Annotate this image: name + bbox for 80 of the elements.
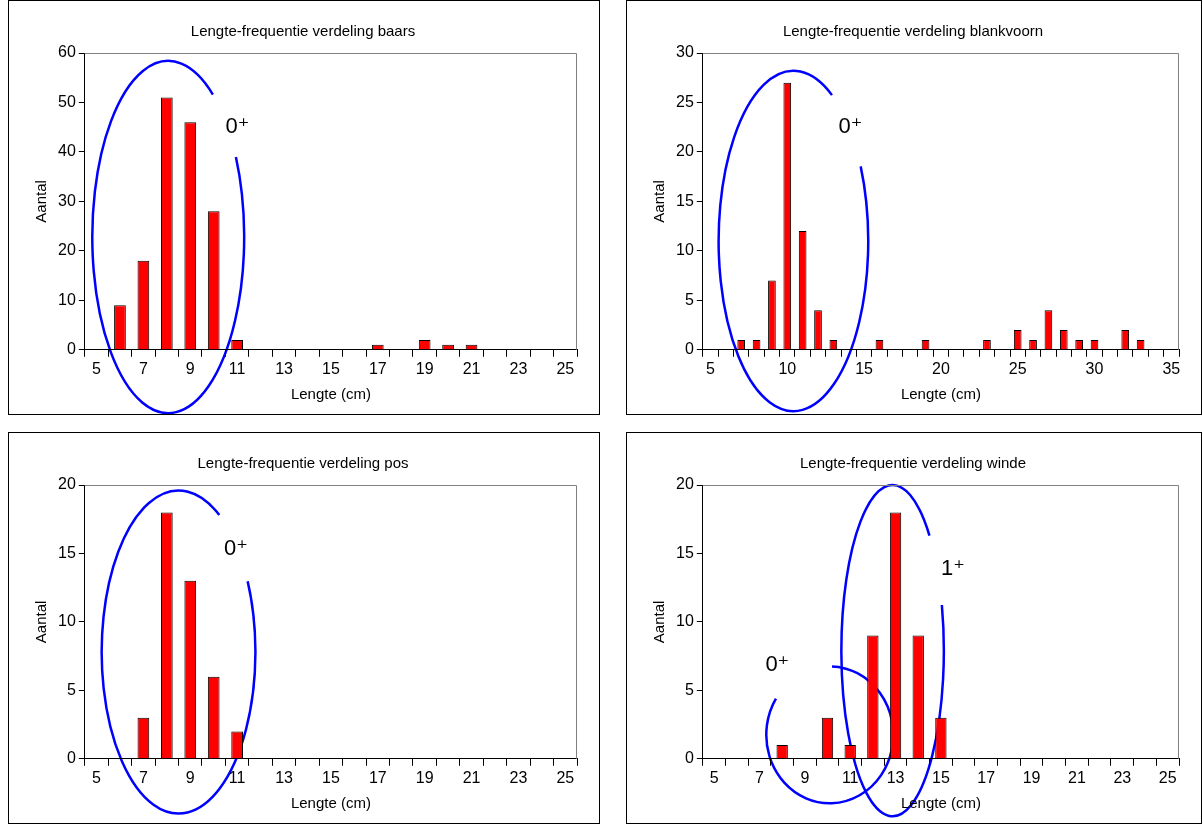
chart-title: Lengte-frequentie verdeling pos bbox=[197, 454, 409, 472]
y-tick-label: 15 bbox=[676, 543, 694, 561]
x-tick-label: 5 bbox=[709, 768, 719, 786]
x-axis-title: Lengte (cm) bbox=[900, 385, 981, 403]
y-tick-label: 10 bbox=[58, 612, 76, 630]
y-tick-label: 60 bbox=[58, 43, 76, 61]
x-tick-label: 25 bbox=[556, 359, 575, 377]
y-tick-label: 30 bbox=[58, 191, 76, 209]
x-tick-label: 15 bbox=[855, 359, 874, 377]
x-tick-label: 23 bbox=[509, 768, 528, 786]
y-tick-label: 10 bbox=[676, 241, 694, 259]
x-tick-label: 15 bbox=[322, 359, 340, 377]
y-tick-label: 20 bbox=[58, 475, 76, 493]
x-tick-label: 23 bbox=[509, 359, 528, 377]
x-tick-label: 20 bbox=[932, 359, 950, 377]
x-tick-label: 11 bbox=[228, 359, 246, 377]
chart-title: Lengte-frequentie verdeling winde bbox=[800, 454, 1026, 472]
x-tick-label: 10 bbox=[778, 359, 797, 377]
x-tick-label: 5 bbox=[92, 359, 102, 377]
x-tick-label: 19 bbox=[415, 359, 434, 377]
x-tick-label: 17 bbox=[368, 768, 387, 786]
x-axis-title: Lengte (cm) bbox=[290, 385, 371, 403]
x-tick-label: 30 bbox=[1085, 359, 1104, 377]
annotation: 1⁺ bbox=[940, 554, 965, 580]
y-tick-label: 20 bbox=[676, 142, 694, 160]
x-tick-label: 7 bbox=[755, 768, 765, 786]
x-tick-label: 13 bbox=[275, 359, 294, 377]
annotation: 0⁺ bbox=[225, 112, 250, 138]
x-tick-label: 5 bbox=[92, 768, 102, 786]
chart-title: Lengte-frequentie verdeling blankvoorn bbox=[782, 22, 1044, 40]
x-tick-label: 17 bbox=[368, 359, 387, 377]
x-tick-label: 19 bbox=[1022, 768, 1041, 786]
y-tick-label: 5 bbox=[684, 680, 694, 698]
y-tick-label: 0 bbox=[684, 340, 694, 358]
x-tick-label: 7 bbox=[138, 768, 148, 786]
x-tick-label: 15 bbox=[932, 768, 950, 786]
x-tick-label: 21 bbox=[462, 768, 481, 786]
x-tick-label: 23 bbox=[1113, 768, 1132, 786]
y-axis-title: Aantal bbox=[32, 600, 50, 644]
y-tick-label: 20 bbox=[676, 475, 694, 493]
x-tick-label: 11 bbox=[228, 768, 246, 786]
x-tick-label: 15 bbox=[322, 768, 340, 786]
annotation: 0⁺ bbox=[224, 535, 248, 561]
y-tick-label: 25 bbox=[676, 92, 694, 110]
annotation: 0⁺ bbox=[765, 650, 790, 676]
chart-title: Lengte-frequentie verdeling baars bbox=[190, 22, 416, 40]
x-tick-label: 13 bbox=[886, 768, 905, 786]
y-axis-title: Aantal bbox=[650, 180, 668, 223]
y-tick-label: 40 bbox=[58, 142, 76, 160]
x-tick-label: 9 bbox=[185, 359, 195, 377]
y-tick-label: 30 bbox=[676, 43, 694, 61]
y-axis-title: Aantal bbox=[650, 600, 668, 644]
y-tick-label: 15 bbox=[58, 543, 76, 561]
x-tick-label: 13 bbox=[275, 768, 294, 786]
y-tick-label: 10 bbox=[676, 612, 694, 630]
y-tick-label: 0 bbox=[66, 749, 76, 767]
x-tick-label: 17 bbox=[977, 768, 996, 786]
x-tick-label: 25 bbox=[1158, 768, 1177, 786]
x-tick-label: 25 bbox=[1008, 359, 1027, 377]
y-tick-label: 10 bbox=[58, 290, 76, 308]
x-tick-label: 21 bbox=[1068, 768, 1086, 786]
y-tick-label: 5 bbox=[684, 290, 694, 308]
x-tick-label: 5 bbox=[706, 359, 716, 377]
y-tick-label: 15 bbox=[676, 191, 694, 209]
y-tick-label: 0 bbox=[684, 749, 694, 767]
x-tick-label: 35 bbox=[1162, 359, 1181, 377]
x-tick-label: 25 bbox=[556, 768, 575, 786]
y-axis-title: Aantal bbox=[32, 180, 50, 223]
x-tick-label: 11 bbox=[841, 768, 859, 786]
y-tick-label: 5 bbox=[66, 680, 76, 698]
x-tick-label: 9 bbox=[800, 768, 810, 786]
annotation: 0⁺ bbox=[838, 113, 863, 139]
y-tick-label: 50 bbox=[58, 92, 76, 110]
x-axis-title: Lengte (cm) bbox=[290, 794, 371, 812]
x-tick-label: 19 bbox=[415, 768, 434, 786]
x-tick-label: 7 bbox=[138, 359, 148, 377]
x-tick-label: 9 bbox=[185, 768, 195, 786]
x-tick-label: 21 bbox=[462, 359, 481, 377]
y-tick-label: 0 bbox=[66, 340, 76, 358]
y-tick-label: 20 bbox=[58, 241, 76, 259]
